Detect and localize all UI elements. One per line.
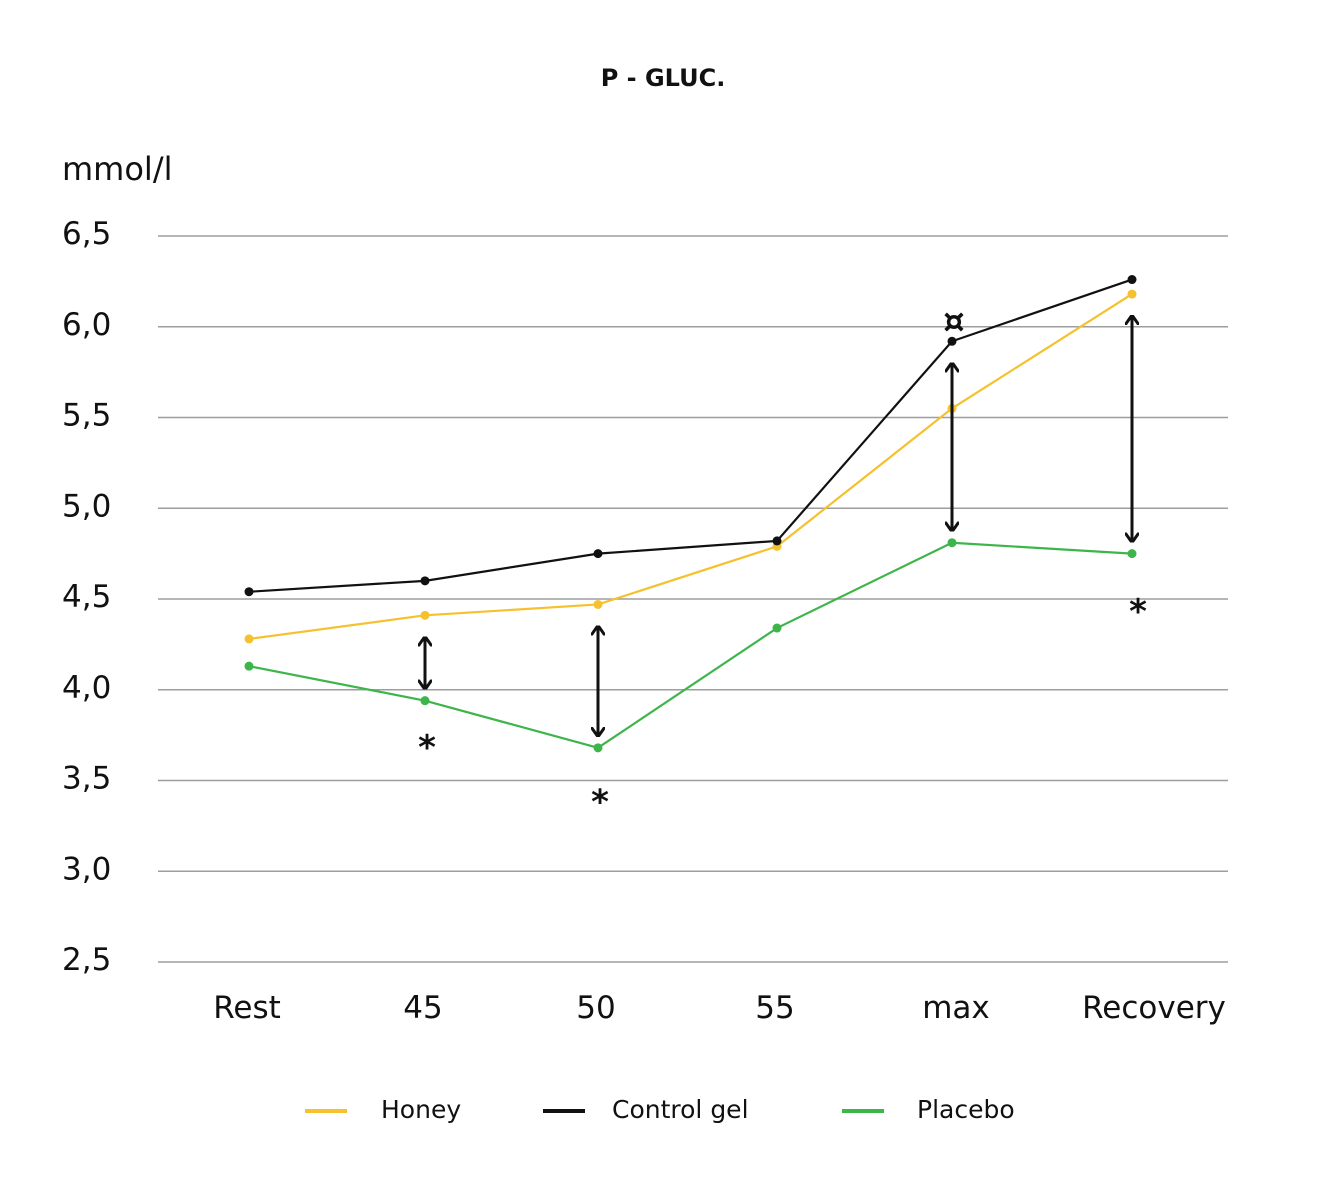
y-tick-label: 3,5 — [62, 761, 111, 797]
x-tick-labels: Rest 45 50 55 max Recovery — [213, 990, 1226, 1026]
series-lines — [244, 275, 1137, 753]
x-tick-label: 55 — [755, 990, 794, 1026]
y-tick-label: 4,0 — [62, 670, 111, 706]
chart-title: P - GLUC. — [601, 64, 726, 92]
y-tick-label: 6,0 — [62, 307, 111, 343]
series-line — [248, 293, 1133, 641]
x-tick-label: 50 — [576, 990, 615, 1026]
legend-label: Control gel — [612, 1095, 749, 1124]
data-point — [1127, 275, 1137, 285]
series-line — [248, 278, 1133, 593]
significance-marker: * — [591, 783, 609, 823]
y-tick-label: 5,0 — [62, 488, 111, 524]
legend-label: Placebo — [917, 1095, 1015, 1124]
legend: Honey Control gel Placebo — [305, 1095, 1015, 1124]
y-tick-label: 3,0 — [62, 851, 111, 887]
data-point — [593, 743, 603, 753]
x-tick-label: Rest — [213, 990, 281, 1026]
data-point — [244, 587, 254, 597]
legend-label: Honey — [381, 1095, 461, 1124]
data-point — [1127, 289, 1137, 299]
y-tick-label: 5,5 — [62, 398, 111, 434]
data-point — [772, 536, 782, 546]
data-point — [1127, 549, 1137, 559]
y-tick-labels: 2,5 3,0 3,5 4,0 4,5 5,0 5,5 6,0 6,5 — [62, 216, 111, 978]
x-tick-label: Recovery — [1082, 990, 1226, 1026]
data-point — [593, 599, 603, 609]
data-point — [772, 623, 782, 633]
x-tick-label: 45 — [403, 990, 442, 1026]
y-axis-label: mmol/l — [62, 150, 172, 188]
significance-marker: * — [418, 728, 436, 768]
x-tick-label: max — [922, 990, 990, 1026]
data-point — [244, 634, 254, 644]
data-point — [420, 610, 430, 620]
significance-marker: * — [1129, 592, 1147, 632]
data-point — [244, 661, 254, 671]
y-tick-label: 4,5 — [62, 579, 111, 615]
series-line — [248, 541, 1133, 750]
y-tick-label: 2,5 — [62, 942, 111, 978]
significance-marker: ¤ — [943, 302, 965, 342]
grid-lines — [158, 235, 1228, 963]
data-point — [420, 696, 430, 706]
data-point — [947, 538, 957, 548]
y-tick-label: 6,5 — [62, 216, 111, 252]
data-point — [420, 576, 430, 586]
data-point — [593, 549, 603, 559]
data-point — [947, 336, 957, 346]
annotations: * * ¤ * — [418, 302, 1147, 823]
